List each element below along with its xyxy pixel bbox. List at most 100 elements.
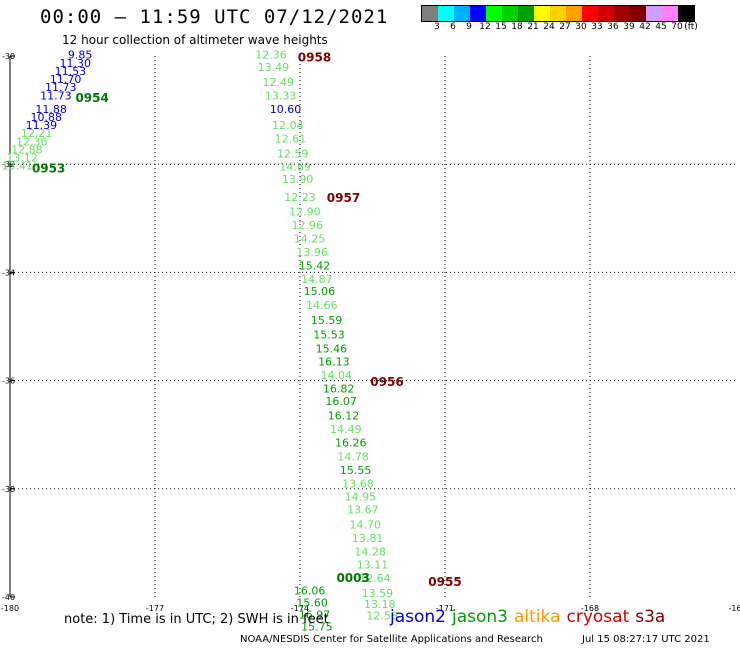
legend-label: 45	[655, 22, 667, 32]
satellite-legend-s3a: s3a	[635, 607, 666, 627]
legend-swatch	[454, 6, 470, 21]
legend-swatch	[646, 6, 662, 21]
x-tick-label: -180	[1, 604, 19, 613]
swh-value-label: 15.75	[301, 621, 333, 634]
legend-swatch	[662, 6, 678, 21]
swh-value-label: 14.95	[345, 491, 377, 504]
legend-swatch	[614, 6, 630, 21]
swh-value-label: 12.90	[289, 206, 321, 219]
swh-value-label: 14.78	[337, 451, 369, 464]
satellite-legend-jason2: jason2	[390, 607, 446, 627]
swh-value-label: 15.59	[311, 314, 343, 327]
legend-label: 30	[575, 22, 587, 32]
swh-value-label: 15.55	[340, 464, 372, 477]
swh-value-label: 14.70	[350, 518, 382, 531]
pass-time-label: 0003	[336, 571, 369, 585]
legend-swatch	[566, 6, 582, 21]
legend-swatch	[502, 6, 518, 21]
x-tick-label: -174	[291, 604, 309, 613]
x-tick-label: -16	[728, 604, 740, 613]
swh-value-label: 13.90	[282, 173, 314, 186]
legend-label: 39	[623, 22, 635, 32]
swh-value-label: 14.28	[354, 545, 386, 558]
legend-label: 42	[639, 22, 651, 32]
swh-value-label: 10.60	[270, 103, 302, 116]
pass-time-label: 0957	[327, 191, 360, 205]
swh-value-label: 16.13	[318, 355, 350, 368]
swh-value-label: 11.53	[55, 65, 87, 78]
pass-time-label: 0958	[298, 50, 331, 64]
swh-value-label: 12.96	[292, 219, 324, 232]
credit-line: NOAA/NESDIS Center for Satellite Applica…	[240, 634, 543, 645]
pass-time-label: 0955	[428, 575, 461, 589]
legend-swatch	[598, 6, 614, 21]
legend-swatch	[486, 6, 502, 21]
swh-value-label: 13.18	[364, 598, 396, 611]
y-tick-label: -38	[2, 485, 15, 494]
swh-value-label: 16.82	[323, 383, 355, 396]
swh-value-label: 13.81	[352, 532, 384, 545]
pass-time-label: 0954	[75, 91, 108, 105]
legend-label: 27	[559, 22, 571, 32]
legend-swatch	[630, 6, 646, 21]
legend-swatch	[470, 6, 486, 21]
footnote: note: 1) Time is in UTC; 2) SWH is in fe…	[64, 612, 329, 627]
legend-label: 15	[495, 22, 507, 32]
legend-label: 24	[543, 22, 555, 32]
legend-label: 12	[479, 22, 491, 32]
x-tick-label: -177	[146, 604, 164, 613]
swh-value-label: 10.88	[31, 111, 63, 124]
swh-value-label: 12.36	[16, 135, 48, 148]
swh-value-label: 13.49	[258, 61, 290, 74]
x-tick-label: -171	[436, 604, 454, 613]
satellite-legend: jason2 jason3 altika cryosat s3a	[390, 607, 671, 627]
swh-value-label: 13.96	[296, 246, 328, 259]
page-title: 00:00 – 11:59 UTC 07/12/2021	[40, 6, 389, 28]
swh-value-label: 16.07	[325, 395, 357, 408]
swh-value-label: 15.42	[299, 260, 331, 273]
legend-label: 18	[511, 22, 523, 32]
satellite-legend-altika: altika	[514, 607, 561, 627]
legend-unit: (ft)	[684, 22, 698, 32]
swh-value-label: 13.11	[357, 558, 389, 571]
swh-value-label: 13.67	[347, 504, 379, 517]
legend-label: 9	[466, 22, 472, 32]
page-subtitle: 12 hour collection of altimeter wave hei…	[62, 33, 328, 47]
legend-label: 70	[671, 22, 683, 32]
swh-value-label: 14.04	[321, 369, 353, 382]
legend-swatch	[438, 6, 454, 21]
swh-value-label: 12.61	[275, 133, 307, 146]
pass-time-label: 0956	[370, 375, 403, 389]
swh-value-label: 12.59	[277, 148, 309, 161]
swh-value-label: 16.26	[335, 437, 367, 450]
swh-value-label: 11.39	[26, 119, 58, 132]
color-scale-legend	[421, 5, 695, 22]
swh-value-label: 13.41	[2, 160, 34, 173]
swh-value-label: 15.46	[316, 342, 348, 355]
legend-label: 36	[607, 22, 619, 32]
swh-value-label: 13.68	[342, 478, 374, 491]
legend-swatch	[582, 6, 598, 21]
swh-value-label: 14.25	[294, 233, 326, 246]
swh-value-label: 11.30	[60, 57, 92, 70]
swh-value-label: 12.04	[272, 119, 304, 132]
swh-value-label: 16.97	[299, 609, 331, 622]
swh-value-label: 14.66	[306, 299, 338, 312]
y-tick-label: -32	[2, 160, 15, 169]
swh-value-label: 12.23	[284, 191, 316, 204]
satellite-legend-cryosat: cryosat	[566, 607, 630, 627]
swh-value-label: 12.36	[255, 49, 287, 62]
legend-label: 33	[591, 22, 603, 32]
swh-value-label: 13.33	[265, 89, 297, 102]
legend-swatch	[550, 6, 566, 21]
legend-swatch	[534, 6, 550, 21]
swh-value-label: 12.58	[366, 610, 398, 623]
swh-value-label: 11.73	[45, 81, 77, 94]
legend-swatch	[518, 6, 534, 21]
swh-value-label: 16.12	[328, 410, 360, 423]
swh-value-label: 11.73	[40, 89, 72, 102]
y-tick-label: -40	[2, 593, 15, 602]
satellite-legend-jason3: jason3	[452, 607, 508, 627]
swh-value-label: 12.64	[359, 572, 391, 585]
